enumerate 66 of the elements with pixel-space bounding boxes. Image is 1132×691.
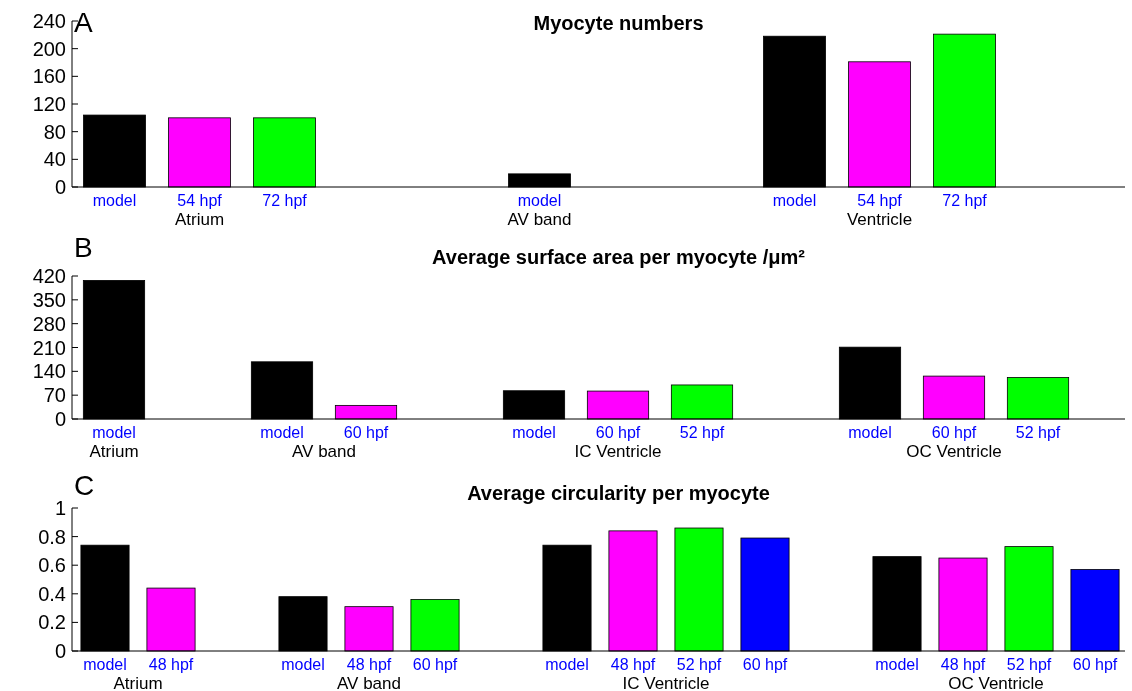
x-tick-label: model (545, 656, 589, 673)
y-tick-label: 120 (32, 93, 66, 115)
y-tick-label: 420 (32, 265, 66, 287)
y-tick-label: 280 (32, 312, 66, 335)
text: AV band (507, 210, 572, 229)
y-tick-label: 1 (54, 497, 66, 519)
x-tick-label: 60 hpf (412, 656, 458, 673)
x-tick-label: 54 hpf (857, 192, 903, 209)
text: IC Ventricle (622, 674, 710, 691)
text: C (74, 470, 95, 501)
y-tick-label: 0 (54, 640, 66, 662)
x-tick-label: model (772, 192, 817, 209)
x-tick-label: 52 hpf (1015, 424, 1061, 441)
y-tick-label: 0.6 (38, 554, 66, 577)
x-tick-label: 60 hpf (1072, 656, 1118, 673)
x-tick-label: 60 hpf (742, 656, 788, 673)
x-tick-label: 60 hpf (931, 424, 977, 441)
y-tick-label: 80 (43, 120, 66, 143)
x-tick-label: 60 hpf (595, 424, 641, 441)
x-tick-label: 52 hpf (676, 656, 722, 673)
y-tick-label: 0 (54, 176, 66, 198)
y-tick-label: 200 (32, 37, 66, 60)
x-tick-label: 54 hpf (177, 192, 223, 209)
y-tick-label: 0.4 (38, 582, 66, 605)
text: Ventricle (846, 210, 913, 229)
y-tick-label: 210 (32, 336, 66, 359)
x-tick-label: model (281, 656, 325, 673)
y-tick-label: 40 (43, 148, 66, 171)
x-tick-label: model (260, 424, 304, 441)
y-tick-label: 0.8 (38, 525, 66, 548)
text: Atrium (113, 674, 163, 691)
chart-title: Average surface area per myocyte /μm² (432, 246, 806, 268)
x-tick-label: model (83, 656, 127, 673)
x-tick-label: model (517, 192, 562, 209)
text: OC Ventricle (906, 442, 1002, 461)
y-tick-label: 70 (43, 384, 66, 407)
y-tick-label: 140 (32, 360, 66, 383)
text: Atrium (89, 442, 139, 461)
x-tick-label: 52 hpf (1006, 656, 1052, 673)
x-tick-label: model (92, 424, 136, 441)
annotation: A (74, 7, 93, 38)
x-tick-label: 48 hpf (148, 656, 194, 673)
chart-title: Average circularity per myocyte (467, 482, 770, 504)
y-tick-label: 240 (32, 10, 66, 32)
text: AV band (292, 442, 356, 461)
x-tick-label: 72 hpf (262, 192, 308, 209)
x-tick-label: 48 hpf (346, 656, 392, 673)
x-tick-label: model (848, 424, 892, 441)
y-tick-label: 0.2 (38, 611, 66, 634)
text: OC Ventricle (948, 674, 1044, 691)
x-tick-label: model (512, 424, 556, 441)
x-tick-label: model (875, 656, 919, 673)
y-tick-label: 350 (32, 288, 66, 311)
x-tick-label: 48 hpf (610, 656, 656, 673)
x-tick-label: 72 hpf (942, 192, 988, 209)
x-tick-label: 52 hpf (679, 424, 725, 441)
text: AV band (337, 674, 401, 691)
y-tick-label: 0 (54, 408, 66, 430)
x-tick-label: 48 hpf (940, 656, 986, 673)
x-tick-label: model (92, 192, 137, 209)
text: Atrium (174, 210, 225, 229)
text: IC Ventricle (574, 442, 662, 461)
y-tick-label: 160 (32, 65, 66, 88)
text: B (74, 232, 93, 263)
chart-title: Myocyte numbers (533, 12, 704, 34)
x-tick-label: 60 hpf (343, 424, 389, 441)
